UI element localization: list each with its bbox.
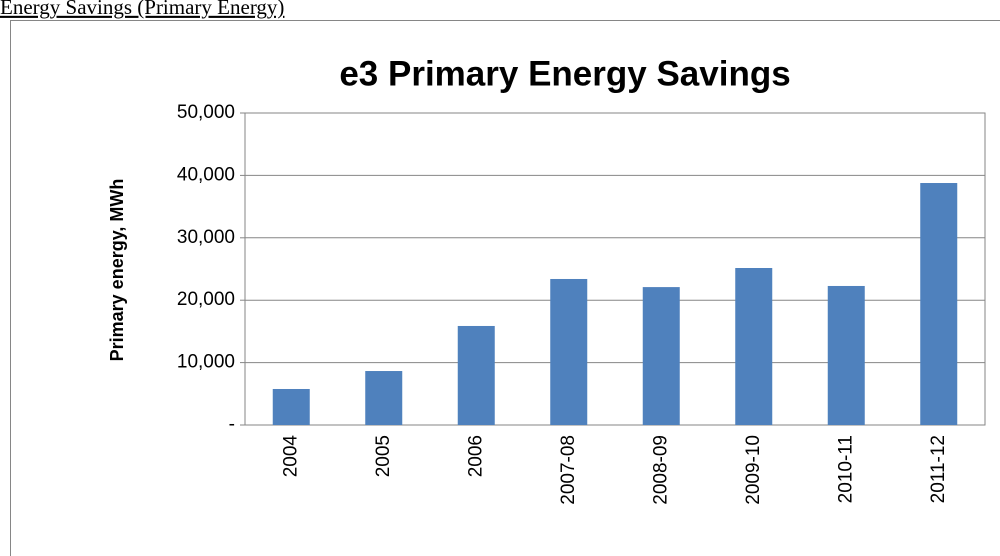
y-tick-label: 50,000 [177,102,235,123]
x-tick-label: 2004 [280,435,301,478]
bar [642,287,680,425]
y-axis-label: Primary energy, MWh [107,179,127,362]
bar [272,388,310,425]
y-tick-label: 30,000 [177,227,235,248]
y-tick-label: 10,000 [177,352,235,373]
bar [920,183,958,425]
bar [550,278,588,425]
x-tick-label: 2011-12 [928,435,949,503]
y-tick-label: - [229,414,235,435]
x-tick-label: 2010-11 [835,435,856,503]
bar [457,325,495,425]
bar [365,371,403,425]
x-tick-label: 2007-08 [558,435,579,505]
y-tick-label: 40,000 [177,164,235,185]
page-heading: Energy Savings (Primary Energy) [0,0,284,19]
y-tick-label: 20,000 [177,289,235,310]
x-tick-label: 2008-09 [650,435,671,505]
bar [735,268,773,425]
bar [827,285,865,425]
x-tick-label: 2006 [465,435,486,477]
chart-title: e3 Primary Energy Savings [339,54,790,93]
x-tick-label: 2009-10 [743,435,764,505]
x-tick-label: 2005 [373,435,394,477]
